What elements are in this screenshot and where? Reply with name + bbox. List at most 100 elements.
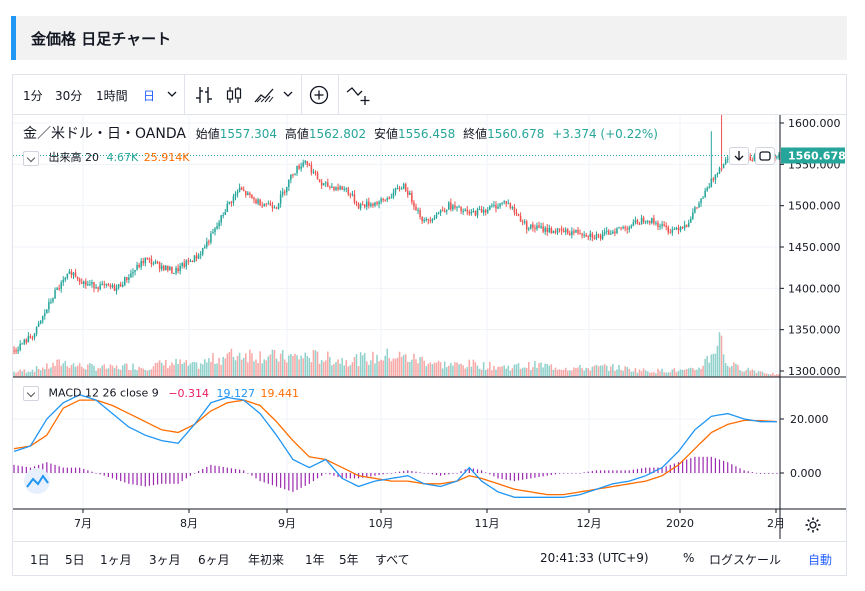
auto-scale-toggle[interactable]: 自動 <box>808 553 833 567</box>
candle-body <box>482 210 485 213</box>
volume-bar <box>201 364 204 377</box>
volume-bar <box>335 362 337 377</box>
bar-style-icon[interactable] <box>193 84 215 106</box>
candle-body <box>368 201 370 206</box>
volume-bar <box>261 363 263 377</box>
volume-bar <box>546 364 549 377</box>
candle-style-icon[interactable] <box>223 84 245 106</box>
collapse-volume-button[interactable] <box>23 150 39 166</box>
scroll-to-latest-button[interactable] <box>729 147 749 165</box>
range-1d-button[interactable]: 1日 <box>30 553 50 567</box>
candle-body <box>247 192 249 196</box>
volume-bar <box>515 364 518 377</box>
interval-1hour-button[interactable]: 1時間 <box>96 89 128 103</box>
range-1m-button[interactable]: 1ヶ月 <box>100 553 132 567</box>
settings-gear-icon[interactable] <box>803 515 823 535</box>
candle-body <box>341 186 343 190</box>
volume-bar <box>400 356 403 377</box>
chart-area[interactable]: 1600.0001550.0001500.0001450.0001400.000… <box>13 115 846 541</box>
candle-body <box>501 202 503 204</box>
candle-body <box>27 336 30 343</box>
volume-bar <box>232 356 235 377</box>
fullscreen-button[interactable] <box>755 147 775 165</box>
candle-body <box>421 216 423 222</box>
candle-body <box>486 209 489 213</box>
volume-bar <box>409 361 411 377</box>
volume-bar <box>497 366 499 377</box>
volume-bar <box>761 371 764 377</box>
range-ytd-button[interactable]: 年初来 <box>248 553 285 567</box>
candle-body <box>257 199 259 204</box>
candle-body <box>80 282 83 284</box>
volume-bar <box>109 364 112 377</box>
volume-label: 出来高 <box>48 151 82 164</box>
log-scale-toggle[interactable]: ログスケール <box>709 553 782 567</box>
volume-bar <box>292 355 294 377</box>
candle-body <box>618 227 620 229</box>
collapse-macd-button[interactable] <box>23 386 39 401</box>
range-all-button[interactable]: すべて <box>375 553 410 567</box>
volume-bar <box>302 358 304 377</box>
percent-scale-toggle[interactable]: % <box>683 551 695 565</box>
candle-body <box>193 255 196 262</box>
candle-body <box>622 227 624 229</box>
chevron-down-icon[interactable] <box>165 87 179 101</box>
range-1y-button[interactable]: 1年 <box>305 553 325 567</box>
candle-body <box>493 204 495 206</box>
range-5d-button[interactable]: 5日 <box>65 553 85 567</box>
volume-bar <box>411 359 413 377</box>
volume-bar <box>421 356 423 377</box>
candle-body <box>653 218 655 224</box>
candle-body <box>31 337 34 339</box>
tradingview-logo-icon <box>26 474 49 488</box>
volume-bar <box>413 353 415 377</box>
candle-body <box>550 228 553 234</box>
volume-bar <box>70 365 73 377</box>
candle-body <box>179 265 181 272</box>
interval-1min-button[interactable]: 1分 <box>23 89 43 103</box>
high-value: 1562.802 <box>308 127 367 141</box>
volume-bar <box>513 364 516 377</box>
volume-bar <box>441 368 444 377</box>
volume-bar <box>675 372 678 377</box>
volume-bar <box>247 362 249 377</box>
symbol-name[interactable]: 金／米ドル・日・OANDA <box>23 126 186 142</box>
volume-bar <box>103 364 106 377</box>
volume-bar <box>423 360 425 377</box>
clock-timezone[interactable]: 20:41:33 (UTC+9) <box>540 551 649 565</box>
candle-body <box>396 188 399 190</box>
volume-bar <box>402 354 405 377</box>
volume-bar <box>230 348 233 377</box>
candle-body <box>378 201 380 205</box>
volume-bar <box>720 335 723 377</box>
compare-symbol-icon[interactable] <box>345 84 371 106</box>
volume-bar <box>731 365 733 377</box>
volume-bar <box>443 361 446 377</box>
candle-body <box>29 336 32 338</box>
volume-bar <box>286 362 288 377</box>
chevron-down-icon[interactable] <box>281 87 295 101</box>
volume-bar <box>445 367 448 377</box>
volume-bar <box>269 354 272 377</box>
candle-body <box>390 197 393 199</box>
candle-body <box>624 227 626 229</box>
range-5y-button[interactable]: 5年 <box>339 553 359 567</box>
area-style-icon[interactable] <box>253 84 275 106</box>
volume-bar <box>101 365 103 377</box>
range-6m-button[interactable]: 6ヶ月 <box>198 553 230 567</box>
interval-30min-button[interactable]: 30分 <box>55 89 83 103</box>
volume-bar <box>464 368 466 377</box>
volume-bar <box>80 366 83 377</box>
candle-body <box>25 339 28 343</box>
volume-bar <box>601 365 604 377</box>
candle-body <box>339 186 341 190</box>
candle-body <box>425 218 428 220</box>
interval-day-button[interactable]: 日 <box>143 89 156 103</box>
macd-hist-value: −0.314 <box>168 386 210 400</box>
range-3m-button[interactable]: 3ヶ月 <box>149 553 181 567</box>
volume-bar <box>308 358 311 377</box>
volume-bar <box>404 354 407 377</box>
volume-bar <box>493 365 495 377</box>
open-label: 始値 <box>195 127 220 141</box>
add-indicator-icon[interactable] <box>308 84 330 106</box>
